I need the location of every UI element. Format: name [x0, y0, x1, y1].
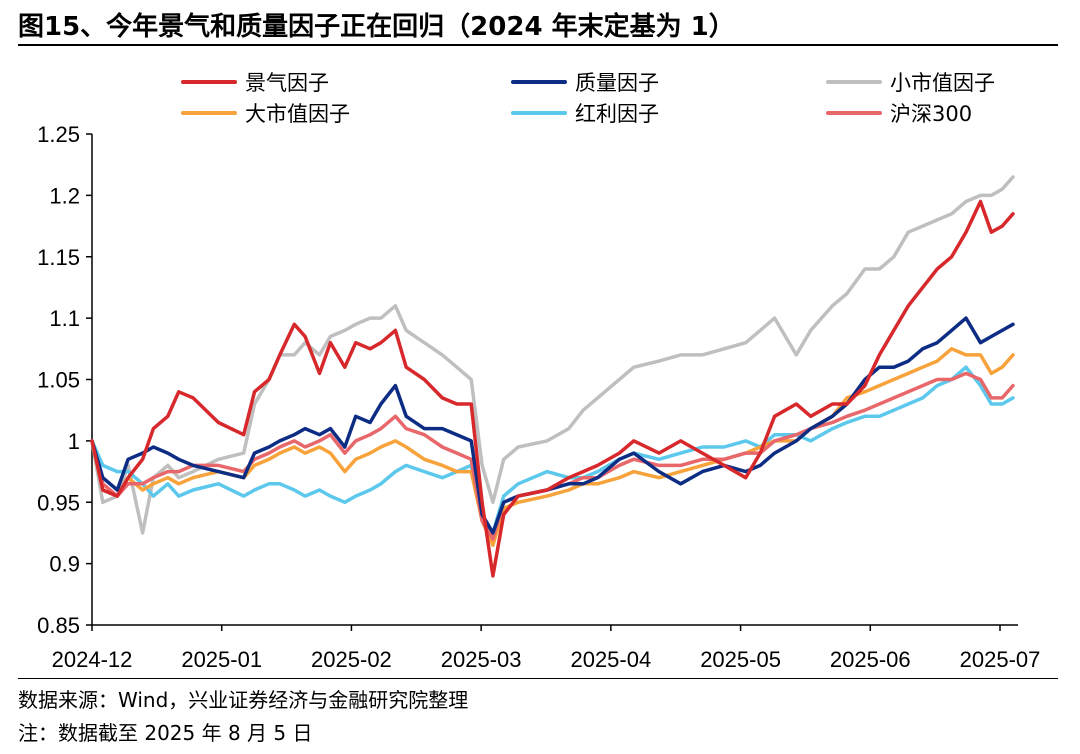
y-tick-label: 1.15: [37, 245, 80, 270]
x-tick-label: 2025-01: [181, 647, 262, 672]
y-tick-label: 0.85: [37, 613, 80, 638]
x-tick-label: 2025-07: [960, 647, 1041, 672]
footer-divider: [18, 678, 1058, 679]
x-tick-label: 2025-06: [830, 647, 911, 672]
series-line-5: [90, 365, 1015, 535]
y-tick-label: 1.2: [49, 183, 80, 208]
series-line-1: [90, 199, 1015, 578]
x-tick-label: 2024-12: [52, 647, 133, 672]
x-tick-label: 2025-05: [700, 647, 781, 672]
chart-axes: 0.85 0.9 0.95 1 1.05 1.1 1.15 1.2 1.25 2024-12 202…: [37, 122, 1040, 672]
data-date-note: 注：数据截至 2025 年 8 月 5 日: [18, 721, 313, 745]
series-line-4: [90, 347, 1015, 547]
y-tick-label: 1.1: [49, 306, 80, 331]
y-tick-label: 1: [68, 429, 80, 454]
legend-label: 红利因子: [575, 102, 659, 126]
chart-series: [90, 175, 1015, 578]
legend-label: 质量因子: [575, 71, 659, 95]
x-tick-label: 2025-03: [441, 647, 522, 672]
x-tick-label: 2025-02: [311, 647, 392, 672]
title-divider: [18, 44, 1058, 46]
y-tick-label: 0.95: [37, 490, 80, 515]
legend-label: 沪深300: [890, 102, 972, 126]
y-tick-label: 0.9: [49, 552, 80, 577]
y-tick-label: 1.05: [37, 368, 80, 393]
series-line-3: [90, 175, 1015, 535]
legend-label: 景气因子: [245, 71, 329, 95]
legend-label: 小市值因子: [890, 71, 995, 95]
figure-title: 图15、今年景气和质量因子正在回归（2024 年末定基为 1）: [18, 12, 735, 42]
legend-label: 大市值因子: [245, 102, 350, 126]
x-tick-label: 2025-04: [570, 647, 651, 672]
y-tick-label: 1.25: [37, 122, 80, 147]
source-note: 数据来源：Wind，兴业证券经济与金融研究院整理: [18, 688, 469, 712]
series-line-2: [90, 316, 1015, 535]
